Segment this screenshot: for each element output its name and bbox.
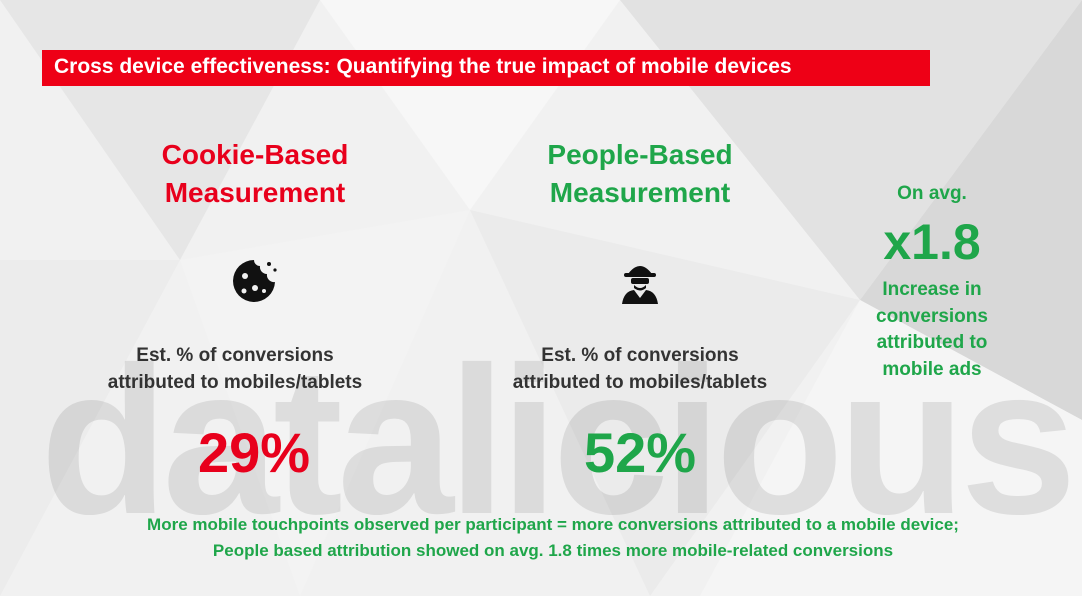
caption-line: attributed to mobiles/tablets [107, 372, 363, 393]
title: Cross device effectiveness: Quantifying … [54, 55, 792, 78]
heading-line: Measurement [164, 177, 346, 208]
column-caption: Est. % of conversions attributed to mobi… [108, 342, 362, 396]
footer-line: People based attribution showed on avg. … [212, 541, 894, 560]
column-heading: People-Based Measurement [547, 136, 732, 212]
caption-line: Est. % of conversions [541, 345, 739, 366]
bg-shape [860, 0, 1082, 420]
title-bar: Cross device effectiveness: Quantifying … [42, 50, 930, 86]
person-icon [622, 266, 658, 304]
caption-line: conversions [876, 305, 988, 327]
bg-shape [180, 210, 470, 596]
heading-line: Measurement [549, 177, 731, 208]
column-caption: Est. % of conversions attributed to mobi… [513, 342, 767, 396]
cookie-icon [233, 260, 277, 302]
caption-line: Increase in [882, 279, 982, 300]
column-value: 29% [197, 421, 311, 484]
side-caption: Increase in conversions attributed to mo… [876, 277, 988, 383]
column-value: 52% [583, 421, 697, 484]
watermark: datalicious [40, 323, 1077, 558]
side-intro: On avg. [897, 183, 967, 204]
heading-line: Cookie-Based [161, 139, 349, 170]
heading-line: People-Based [547, 139, 733, 170]
bg-shape [0, 0, 320, 260]
bg-shape [470, 210, 860, 596]
caption-line: Est. % of conversions [136, 345, 334, 366]
bg-shape [700, 300, 1082, 596]
caption-line: mobile ads [882, 358, 982, 380]
bg-shape [0, 260, 180, 596]
column-heading: Cookie-Based Measurement [162, 136, 349, 212]
caption-line: attributed to [876, 332, 988, 353]
footer-line: More mobile touchpoints observed per par… [147, 515, 959, 534]
footer: More mobile touchpoints observed per par… [147, 512, 959, 564]
side-value: x1.8 [883, 214, 981, 270]
caption-line: attributed to mobiles/tablets [512, 372, 768, 393]
